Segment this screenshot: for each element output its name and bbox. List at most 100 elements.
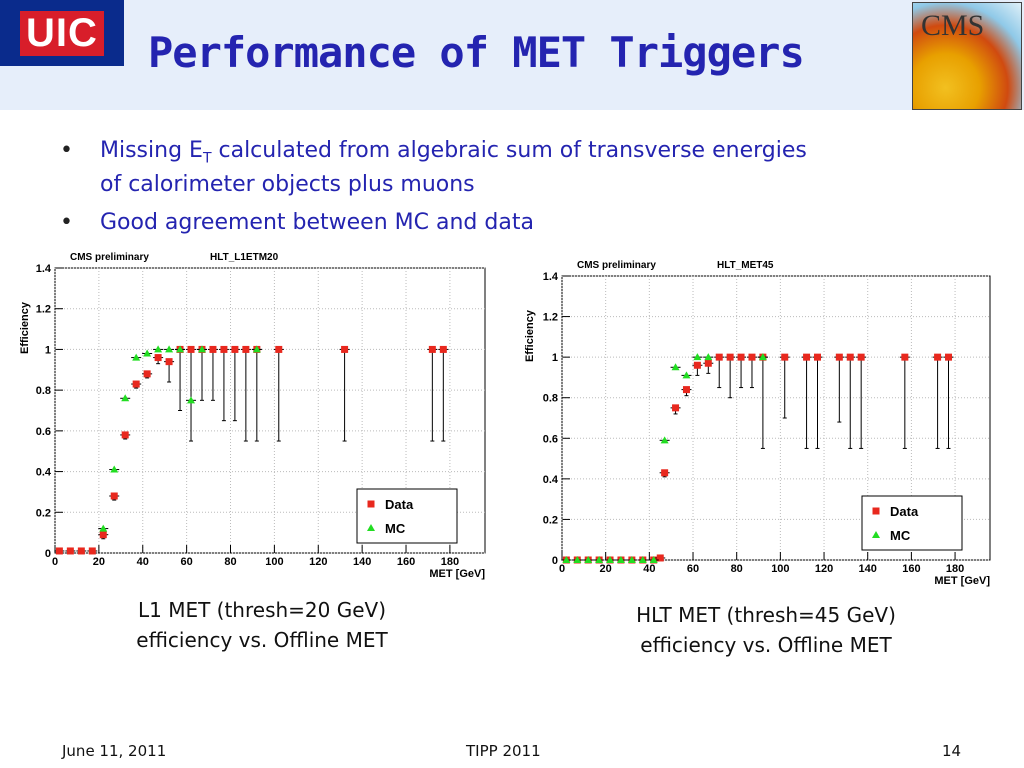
y-tick-label: 0.6	[543, 433, 558, 445]
subscript: T	[202, 150, 212, 167]
x-tick-label: 0	[559, 563, 565, 575]
x-tick-label: 80	[224, 556, 236, 568]
point	[606, 556, 615, 563]
point	[110, 492, 118, 500]
point	[726, 353, 734, 361]
point	[187, 345, 195, 353]
x-tick-label: 80	[731, 563, 743, 575]
x-axis-label: MET [GeV]	[934, 575, 990, 587]
chart: 0 0.2 0.4 0.6 0.8 1 1.2 1.4 0 20 40 60 80 100 120 140 16…	[520, 260, 1000, 590]
footer-event: TIPP 2011	[466, 742, 541, 760]
point	[154, 354, 162, 362]
point	[143, 349, 152, 357]
chart: 0 0.2 0.4 0.6 0.8 1 1.2 1.4 0 20 40 60 80 100 120 140 16…	[15, 250, 490, 580]
legend-label: Data	[385, 497, 414, 512]
y-tick-label: 1.4	[36, 263, 52, 275]
legend-marker	[367, 500, 375, 508]
point	[439, 345, 447, 353]
point	[584, 556, 593, 563]
bullet-text: calculated from algebraic sum of transve…	[211, 138, 807, 163]
point	[55, 547, 63, 555]
x-tick-label: 180	[946, 563, 964, 575]
y-tick-label: 0.2	[543, 514, 558, 526]
point	[220, 345, 228, 353]
point	[275, 345, 283, 353]
y-tick-label: 0.8	[543, 393, 558, 405]
plot-area	[54, 267, 486, 554]
caption: L1 MET (thresh=20 GeV) efficiency vs. Off…	[52, 595, 472, 655]
y-tick-label: 0.4	[36, 467, 52, 479]
x-tick-label: 20	[93, 556, 105, 568]
point	[656, 554, 664, 562]
legend	[356, 488, 458, 544]
y-tick-label: 0.2	[36, 507, 51, 519]
logo-text: CMS	[921, 9, 985, 42]
point	[835, 353, 843, 361]
point	[562, 556, 571, 563]
point	[132, 380, 140, 388]
point	[846, 353, 854, 361]
footer-page: 14	[942, 742, 962, 760]
point	[693, 353, 702, 361]
point	[704, 359, 712, 367]
point	[176, 345, 185, 353]
x-tick-label: 180	[441, 556, 459, 568]
point	[77, 547, 85, 555]
chart-label: CMS preliminary	[577, 260, 656, 271]
point	[934, 353, 942, 361]
point	[231, 345, 239, 353]
x-tick-label: 60	[687, 563, 699, 575]
point	[715, 353, 723, 361]
x-tick-label: 140	[859, 563, 877, 575]
y-tick-label: 1	[552, 352, 558, 364]
y-tick-label: 1.4	[543, 271, 559, 283]
y-tick-label: 1	[45, 344, 51, 356]
point	[242, 345, 250, 353]
chart-label: CMS preliminary	[70, 252, 149, 263]
x-tick-label: 100	[265, 556, 283, 568]
point	[187, 396, 196, 404]
point	[428, 345, 436, 353]
point	[165, 345, 174, 353]
y-tick-label: 0	[552, 555, 558, 567]
legend-label: MC	[890, 528, 911, 543]
caption-line: L1 MET (thresh=20 GeV)	[137, 598, 387, 622]
y-axis-label: Efficiency	[19, 301, 31, 354]
point	[165, 358, 173, 366]
point	[627, 556, 636, 563]
x-tick-label: 160	[902, 563, 920, 575]
point	[857, 353, 865, 361]
point	[672, 404, 680, 412]
x-tick-label: 0	[52, 556, 58, 568]
x-axis-label: MET [GeV]	[429, 568, 485, 580]
logo-text: UIC	[20, 10, 104, 56]
point	[121, 394, 130, 402]
point	[197, 345, 206, 353]
uic-logo: UIC	[0, 0, 124, 66]
point	[99, 531, 107, 539]
legend-marker	[872, 507, 880, 515]
point	[671, 363, 680, 371]
x-tick-label: 40	[137, 556, 149, 568]
x-tick-label: 100	[771, 563, 789, 575]
point	[143, 370, 151, 378]
y-tick-label: 0	[45, 548, 51, 560]
chart-label: HLT_L1ETM20	[210, 252, 279, 263]
point	[132, 353, 141, 361]
chart-label: HLT_MET45	[717, 260, 774, 271]
point	[661, 469, 669, 477]
legend-marker	[367, 524, 375, 531]
point	[803, 353, 811, 361]
y-tick-label: 1.2	[543, 312, 558, 324]
point	[99, 524, 108, 532]
legend-label: Data	[890, 504, 919, 519]
legend-marker	[872, 531, 880, 538]
cms-logo: CMS	[912, 2, 1022, 110]
point	[649, 556, 658, 563]
x-tick-label: 60	[181, 556, 193, 568]
slide-title: Performance of MET Triggers	[148, 28, 805, 77]
caption-line: HLT MET (thresh=45 GeV)	[636, 603, 896, 627]
point	[88, 547, 96, 555]
header-band	[0, 0, 1024, 110]
